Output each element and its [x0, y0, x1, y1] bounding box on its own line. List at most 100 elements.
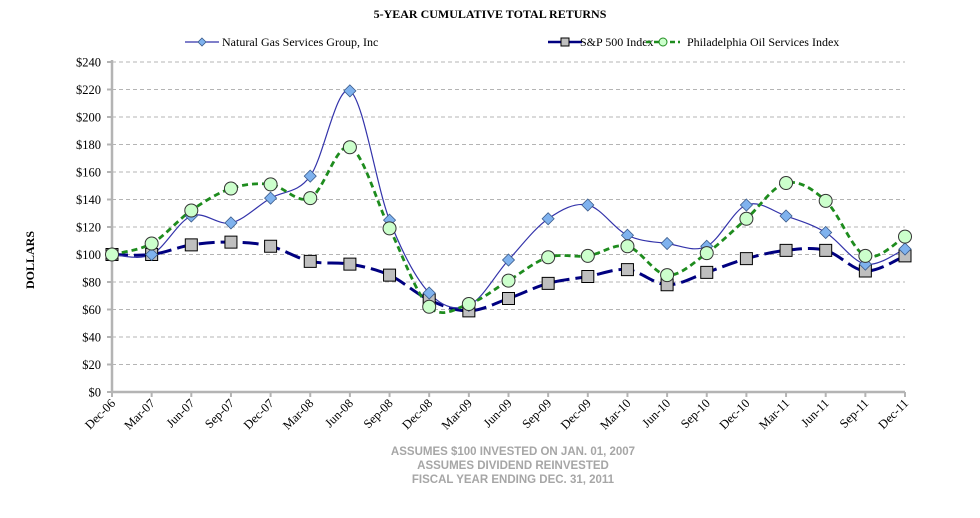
data-point-circle: [461, 297, 476, 311]
square-icon: [560, 37, 570, 47]
x-tick-label: Sep-07: [202, 396, 237, 431]
y-tick-label: $140: [76, 193, 101, 207]
y-tick-label: $120: [76, 221, 101, 235]
x-tick-label: Mar-10: [597, 396, 633, 432]
data-point-square: [224, 235, 238, 249]
x-tick-label: Sep-11: [837, 396, 872, 431]
x-tick-label: Dec-07: [241, 396, 277, 432]
legend: Natural Gas Services Group, Inc S&P 500 I…: [185, 35, 839, 49]
legend-label: S&P 500 Index: [580, 35, 654, 49]
data-point-circle: [620, 239, 635, 254]
x-tick-label: Mar-08: [280, 396, 316, 432]
series-line-diamond: [111, 90, 906, 309]
y-tick-label: $180: [76, 138, 101, 152]
data-point-circle: [223, 181, 238, 196]
data-point-diamond: [264, 191, 278, 205]
x-tick-label: Jun-08: [322, 396, 356, 430]
data-point-square: [739, 252, 753, 266]
data-point-circle: [422, 299, 437, 314]
y-axis-label: DOLLARS: [23, 231, 37, 289]
data-point-circle: [144, 236, 159, 251]
data-point-circle: [818, 193, 833, 208]
legend-item: S&P 500 Index: [548, 35, 654, 49]
y-tick-label: $80: [82, 276, 101, 290]
y-tick-label: $200: [76, 111, 101, 125]
x-tick-label: Dec-06: [82, 396, 118, 432]
data-point-circle: [184, 203, 199, 218]
data-point-diamond: [739, 198, 753, 212]
data-point-circle: [303, 191, 318, 206]
axes: [107, 60, 906, 397]
legend-label: Natural Gas Services Group, Inc: [222, 35, 378, 49]
data-point-square: [819, 243, 833, 257]
data-point-square: [383, 268, 397, 282]
data-point-circle: [858, 248, 873, 263]
circle-icon: [658, 37, 668, 47]
data-point-diamond: [660, 236, 674, 251]
data-point-circle: [501, 273, 516, 288]
y-tick-label: $60: [82, 303, 101, 317]
footnote-1: ASSUMES $100 INVESTED ON JAN. 01, 2007: [391, 446, 635, 458]
x-tick-label: Sep-10: [678, 396, 713, 431]
x-tick-label: Dec-11: [876, 396, 912, 432]
series-line-square: [111, 240, 906, 313]
data-point-circle: [779, 176, 794, 190]
y-tick-labels: $0 $20 $40 $60 $80 $100 $120 $140 $160 $180 $200 $2…: [76, 56, 101, 400]
x-tick-label: Dec-08: [399, 396, 435, 432]
data-point-diamond: [501, 253, 516, 267]
data-point-circle: [263, 177, 278, 192]
data-point-square: [620, 263, 634, 277]
data-point-circle: [660, 268, 675, 283]
y-tick-label: $100: [76, 248, 101, 262]
data-point-square: [700, 265, 714, 279]
series-markers: [105, 84, 912, 318]
data-point-square: [541, 276, 555, 290]
x-tick-label: Jun-07: [163, 396, 197, 430]
data-point-circle: [342, 140, 357, 155]
diamond-icon: [197, 37, 207, 47]
data-point-diamond: [898, 242, 912, 256]
data-point-circle: [580, 248, 595, 263]
x-tick-label: Jun-09: [481, 396, 515, 430]
data-point-diamond: [145, 247, 159, 262]
data-point-diamond: [779, 209, 793, 223]
data-point-square: [343, 257, 357, 271]
data-point-circle: [105, 247, 119, 262]
data-point-diamond: [422, 286, 436, 300]
data-point-circle: [541, 250, 556, 265]
legend-label: Philadelphia Oil Services Index: [687, 35, 839, 49]
x-tick-label: Mar-07: [122, 396, 158, 432]
data-point-circle: [739, 211, 754, 226]
data-point-diamond: [581, 198, 595, 212]
data-point-diamond: [224, 216, 238, 230]
data-point-square: [184, 238, 198, 252]
data-point-diamond: [303, 169, 317, 183]
x-tick-label: Sep-09: [519, 396, 554, 431]
footnote-3: FISCAL YEAR ENDING DEC. 31, 2011: [412, 474, 615, 486]
data-point-circle: [898, 229, 912, 244]
x-tick-label: Mar-09: [439, 396, 475, 432]
data-point-diamond: [343, 84, 357, 98]
data-point-square: [303, 254, 317, 268]
data-point-diamond: [541, 212, 555, 226]
gridlines: [112, 61, 905, 365]
data-point-square: [264, 239, 278, 253]
chart-title: 5-YEAR CUMULATIVE TOTAL RETURNS: [374, 7, 607, 21]
data-point-diamond: [819, 225, 833, 240]
x-tick-label: Dec-09: [558, 396, 594, 432]
data-point-square: [779, 243, 793, 257]
x-tick-label: Dec-10: [717, 396, 753, 432]
y-tick-label: $0: [89, 386, 102, 400]
y-tick-label: $220: [76, 83, 101, 97]
footnote-2: ASSUMES DIVIDEND REINVESTED: [417, 460, 609, 472]
y-tick-label: $240: [76, 56, 101, 70]
x-tick-label: Sep-08: [361, 396, 396, 431]
y-tick-label: $20: [82, 358, 101, 372]
y-tick-label: $40: [82, 331, 101, 345]
data-point-circle: [699, 246, 714, 261]
x-tick-label: Jun-11: [798, 396, 832, 430]
y-tick-label: $160: [76, 166, 101, 180]
footnotes: ASSUMES $100 INVESTED ON JAN. 01, 2007 A…: [391, 446, 635, 486]
legend-item: Natural Gas Services Group, Inc: [185, 35, 378, 49]
